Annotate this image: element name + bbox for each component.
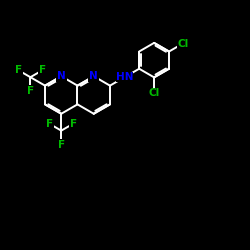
Text: HN: HN [116, 72, 133, 82]
Text: F: F [58, 140, 65, 150]
Text: Cl: Cl [148, 88, 160, 98]
Text: F: F [70, 118, 77, 128]
Text: N: N [57, 71, 66, 81]
Text: N: N [89, 71, 98, 81]
Text: Cl: Cl [177, 38, 188, 48]
Text: F: F [27, 86, 34, 96]
Text: F: F [46, 118, 53, 128]
Text: F: F [39, 65, 46, 75]
Text: F: F [15, 65, 22, 75]
